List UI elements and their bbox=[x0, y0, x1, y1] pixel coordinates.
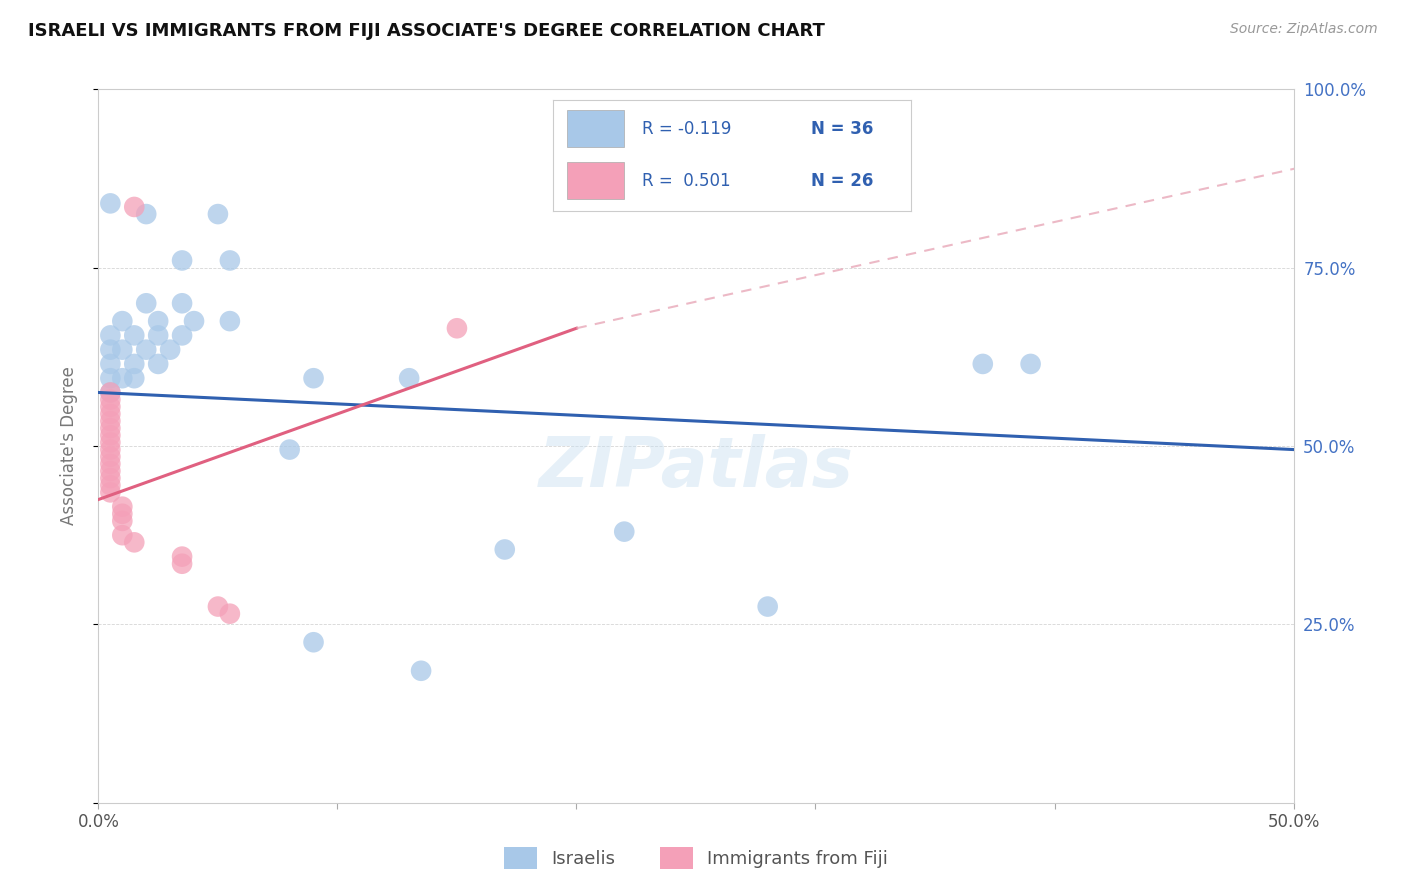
Point bbox=[756, 599, 779, 614]
Point bbox=[98, 407, 122, 421]
Point bbox=[124, 371, 146, 385]
Text: Source: ZipAtlas.com: Source: ZipAtlas.com bbox=[1230, 22, 1378, 37]
Point bbox=[98, 471, 122, 485]
Point bbox=[124, 328, 146, 343]
Point bbox=[98, 196, 122, 211]
Point bbox=[302, 635, 325, 649]
Point bbox=[111, 514, 134, 528]
Point bbox=[124, 200, 146, 214]
Point bbox=[111, 371, 134, 385]
Point bbox=[159, 343, 181, 357]
Point bbox=[172, 253, 194, 268]
Point bbox=[148, 328, 170, 343]
Point bbox=[98, 400, 122, 414]
Point bbox=[411, 664, 433, 678]
Point bbox=[148, 357, 170, 371]
Point bbox=[124, 357, 146, 371]
Point bbox=[494, 542, 516, 557]
Point bbox=[98, 450, 122, 464]
Point bbox=[172, 557, 194, 571]
Point bbox=[172, 328, 194, 343]
Point bbox=[219, 607, 242, 621]
Point bbox=[124, 535, 146, 549]
Point bbox=[98, 385, 122, 400]
Point bbox=[148, 314, 170, 328]
Point bbox=[98, 343, 122, 357]
Point bbox=[135, 343, 157, 357]
Y-axis label: Associate's Degree: Associate's Degree bbox=[59, 367, 77, 525]
Point bbox=[207, 207, 229, 221]
Point bbox=[172, 549, 194, 564]
Point bbox=[111, 343, 134, 357]
Point bbox=[972, 357, 994, 371]
Point bbox=[1019, 357, 1042, 371]
Point bbox=[183, 314, 205, 328]
Point bbox=[278, 442, 301, 457]
Point bbox=[613, 524, 636, 539]
Point bbox=[98, 478, 122, 492]
Point bbox=[98, 485, 122, 500]
Text: ISRAELI VS IMMIGRANTS FROM FIJI ASSOCIATE'S DEGREE CORRELATION CHART: ISRAELI VS IMMIGRANTS FROM FIJI ASSOCIAT… bbox=[28, 22, 825, 40]
Point bbox=[446, 321, 468, 335]
Point bbox=[302, 371, 325, 385]
Point bbox=[111, 528, 134, 542]
Point bbox=[98, 442, 122, 457]
Point bbox=[98, 414, 122, 428]
Point bbox=[111, 314, 134, 328]
Point bbox=[98, 392, 122, 407]
Point bbox=[135, 207, 157, 221]
Point bbox=[111, 507, 134, 521]
Point bbox=[98, 385, 122, 400]
Point bbox=[135, 296, 157, 310]
Point bbox=[111, 500, 134, 514]
Point bbox=[98, 428, 122, 442]
Point bbox=[207, 599, 229, 614]
Point bbox=[98, 371, 122, 385]
Point bbox=[98, 421, 122, 435]
Point bbox=[98, 357, 122, 371]
Point bbox=[98, 435, 122, 450]
Point bbox=[219, 314, 242, 328]
Point bbox=[172, 296, 194, 310]
Point bbox=[98, 457, 122, 471]
Point bbox=[219, 253, 242, 268]
Point bbox=[398, 371, 420, 385]
Point bbox=[98, 464, 122, 478]
Point bbox=[98, 328, 122, 343]
Text: ZIPatlas: ZIPatlas bbox=[538, 434, 853, 501]
Legend: Israelis, Immigrants from Fiji: Israelis, Immigrants from Fiji bbox=[496, 839, 896, 876]
